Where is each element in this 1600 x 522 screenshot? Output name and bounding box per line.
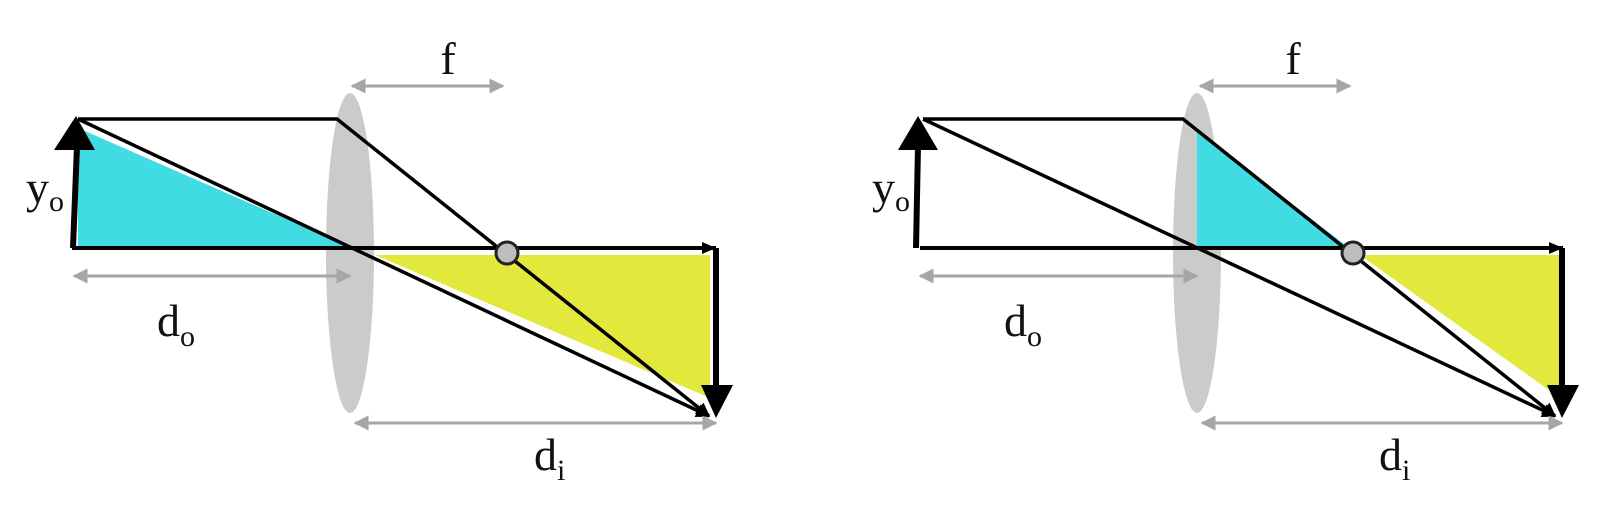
focal-length-label: f <box>1285 33 1301 84</box>
lens <box>326 93 374 413</box>
object-similar-triangle <box>78 128 350 247</box>
optical-axis-arrowhead <box>1549 242 1563 254</box>
image-distance-label: di <box>534 429 565 487</box>
image-arrow-head <box>1547 385 1579 418</box>
object-height-label: yo <box>26 162 64 218</box>
parallel-ray <box>923 117 1557 418</box>
parallel-ray <box>78 117 711 418</box>
image-distance-label: di <box>1379 429 1410 487</box>
focal-point <box>494 240 520 266</box>
image-similar-triangle <box>1360 255 1560 398</box>
diagram-right: f yo do di <box>872 33 1579 487</box>
diagram-left: f yo do di <box>26 33 733 487</box>
optical-axis-arrowhead <box>702 242 716 254</box>
object-distance-label: do <box>157 295 195 353</box>
object-arrow-head <box>898 116 938 150</box>
focal-point <box>1340 240 1366 266</box>
chief-ray <box>77 117 711 418</box>
object-distance-label: do <box>1004 295 1042 353</box>
focal-length-label: f <box>440 33 456 84</box>
object-arrow-head <box>54 116 95 150</box>
image-similar-triangle <box>375 255 710 398</box>
object-height-label: yo <box>872 162 910 218</box>
image-arrow-head <box>701 385 733 418</box>
object-arrow <box>913 145 921 249</box>
object-arrow <box>70 145 80 249</box>
chief-ray <box>922 117 1557 418</box>
